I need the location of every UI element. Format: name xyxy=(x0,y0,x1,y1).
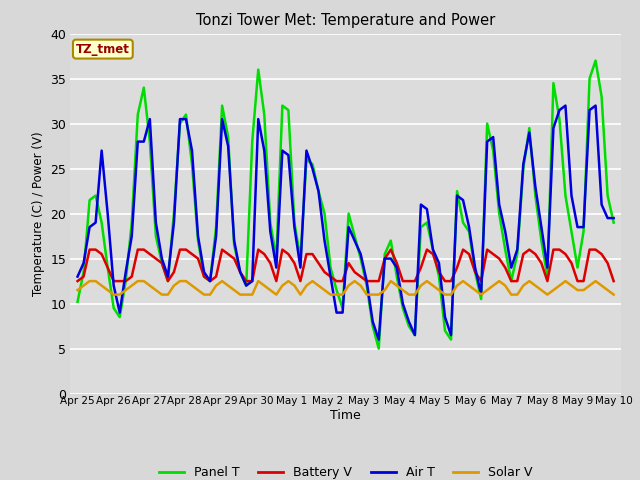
Panel T xyxy=(598,94,605,99)
Air T xyxy=(610,215,618,221)
Panel T xyxy=(538,238,545,243)
Solar V xyxy=(158,292,166,298)
Solar V xyxy=(460,278,467,284)
Panel T xyxy=(236,269,244,275)
Air T xyxy=(538,224,545,230)
Solar V xyxy=(86,278,93,284)
X-axis label: Time: Time xyxy=(330,409,361,422)
Solar V xyxy=(74,287,81,293)
Panel T xyxy=(592,58,600,63)
Air T xyxy=(236,269,244,275)
Battery V xyxy=(74,278,81,284)
Battery V xyxy=(592,247,600,252)
Panel T xyxy=(146,139,154,144)
Line: Panel T: Panel T xyxy=(77,60,614,348)
Air T xyxy=(146,116,154,122)
Air T xyxy=(562,103,570,108)
Solar V xyxy=(531,283,539,288)
Solar V xyxy=(543,292,551,298)
Air T xyxy=(375,336,383,342)
Solar V xyxy=(248,292,256,298)
Air T xyxy=(525,130,533,135)
Line: Air T: Air T xyxy=(77,106,614,339)
Battery V xyxy=(86,247,93,252)
Panel T xyxy=(610,220,618,226)
Battery V xyxy=(525,247,533,252)
Battery V xyxy=(453,264,461,270)
Legend: Panel T, Battery V, Air T, Solar V: Panel T, Battery V, Air T, Solar V xyxy=(154,461,538,480)
Line: Battery V: Battery V xyxy=(77,250,614,281)
Battery V xyxy=(243,278,250,284)
Title: Tonzi Tower Met: Temperature and Power: Tonzi Tower Met: Temperature and Power xyxy=(196,13,495,28)
Air T xyxy=(598,202,605,207)
Panel T xyxy=(74,299,81,305)
Solar V xyxy=(110,292,118,298)
Line: Solar V: Solar V xyxy=(77,281,614,295)
Battery V xyxy=(152,256,160,262)
Battery V xyxy=(610,278,618,284)
Y-axis label: Temperature (C) / Power (V): Temperature (C) / Power (V) xyxy=(32,132,45,296)
Panel T xyxy=(375,346,383,351)
Solar V xyxy=(610,292,618,298)
Solar V xyxy=(598,283,605,288)
Air T xyxy=(74,274,81,279)
Panel T xyxy=(525,125,533,131)
Battery V xyxy=(538,260,545,266)
Air T xyxy=(453,192,461,199)
Panel T xyxy=(453,188,461,194)
Text: TZ_tmet: TZ_tmet xyxy=(76,43,130,56)
